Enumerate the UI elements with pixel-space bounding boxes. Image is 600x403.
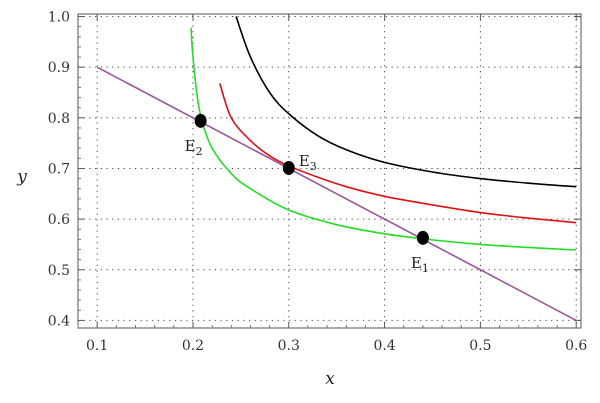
- x-tick-label: 0.5: [469, 338, 491, 354]
- x-axis-label: x: [325, 369, 335, 389]
- x-tick-label: 0.2: [182, 338, 204, 354]
- point-label-subscript: 1: [422, 262, 429, 275]
- point-label-letter: E: [299, 152, 310, 170]
- point-label-letter: E: [411, 254, 422, 272]
- y-tick-label: 0.9: [48, 60, 70, 76]
- point-label-subscript: 3: [310, 160, 317, 173]
- point-marker-e3: [282, 160, 295, 175]
- series-line-3: [190, 27, 577, 251]
- y-tick-label: 0.5: [48, 263, 70, 279]
- y-tick-label: 0.8: [48, 111, 70, 127]
- y-tick-label: 0.6: [48, 212, 70, 228]
- y-axis-label: y: [16, 167, 27, 187]
- point-label-subscript: 2: [196, 145, 203, 158]
- x-tick-label: 0.1: [86, 338, 108, 354]
- plot-frame: [77, 13, 582, 329]
- y-tick-label: 1.0: [48, 10, 70, 26]
- point-label-letter: E: [185, 137, 196, 155]
- series-line-1: [235, 16, 577, 188]
- x-tick-label: 0.6: [565, 338, 587, 354]
- x-tick-label: 0.3: [278, 338, 300, 354]
- point-label-e1: E1: [411, 254, 429, 275]
- y-tick-label: 0.4: [48, 313, 70, 329]
- ticks: 0.1 0.2 0.3 0.4 0.5 0.6 0.4 0.5 0.6 0.7 0.8 0.9 1.0: [48, 10, 588, 354]
- series-group: [96, 16, 577, 322]
- point-marker-e2: [194, 113, 207, 128]
- point-label-e3: E3: [299, 152, 317, 173]
- plot-background: [78, 14, 581, 328]
- point-marker-e1: [416, 230, 429, 245]
- point-label-e2: E2: [185, 137, 203, 158]
- y-tick-label: 0.7: [48, 161, 70, 177]
- x-tick-label: 0.4: [373, 338, 395, 354]
- series-line-2: [219, 83, 577, 224]
- series-line-4: [96, 66, 577, 322]
- grid: [78, 14, 581, 328]
